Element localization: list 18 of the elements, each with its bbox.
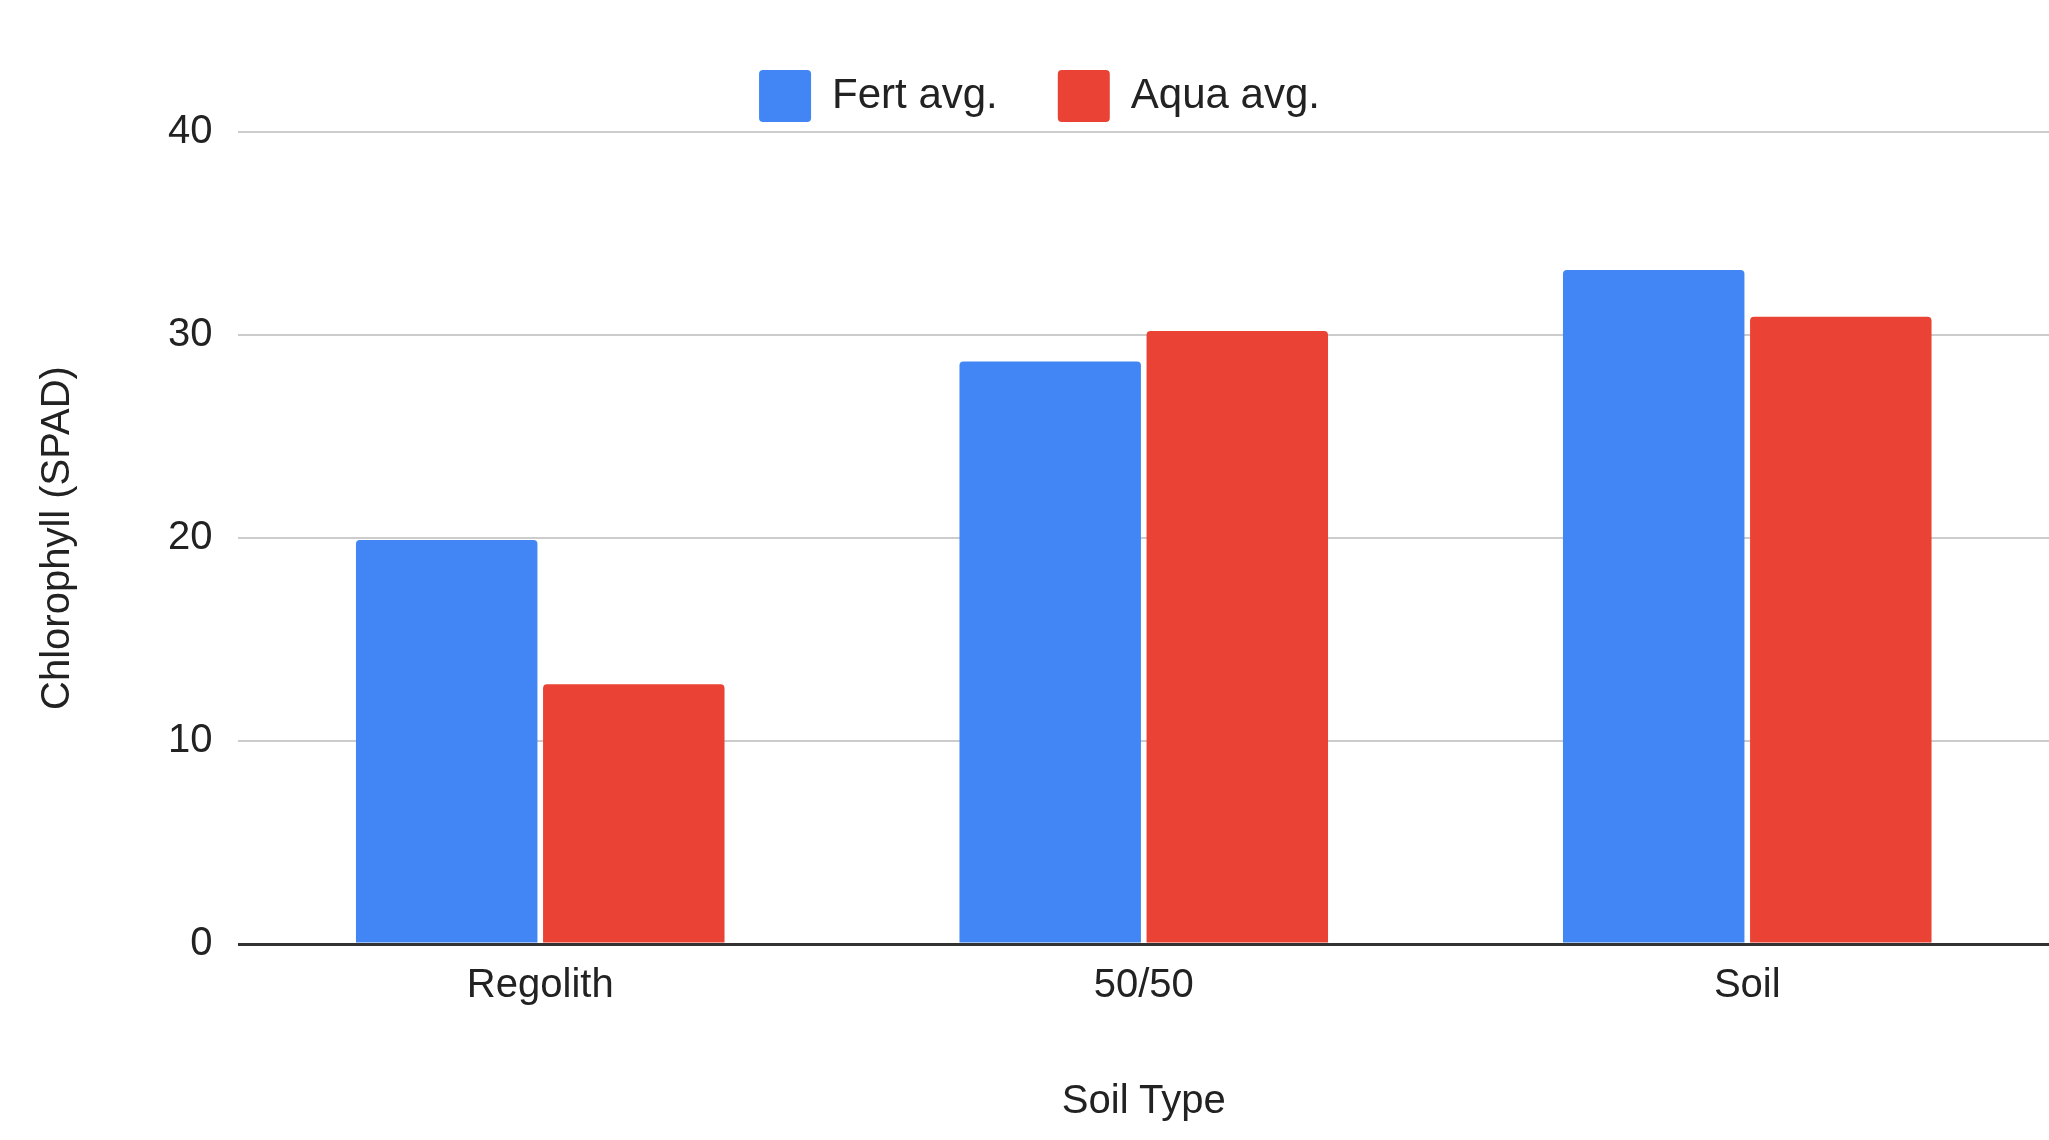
legend-label: Aqua avg.: [1130, 69, 1320, 117]
bar: [1562, 270, 1745, 943]
bar: [543, 684, 725, 943]
y-tick-label: 20: [167, 513, 213, 558]
x-tick-label: Soil: [1713, 961, 1781, 1006]
y-tick-label: 40: [167, 107, 213, 152]
y-tick-label: 0: [190, 919, 213, 964]
x-axis-title: Soil Type: [1061, 1077, 1226, 1122]
bar: [1146, 330, 1329, 943]
y-axis-title: Chlorophyll (SPAD): [33, 366, 78, 710]
bar: [959, 361, 1141, 943]
bar: [1750, 316, 1932, 943]
y-tick-label: 10: [167, 716, 213, 761]
legend-label: Fert avg.: [832, 69, 998, 117]
x-tick-label: 50/50: [1093, 961, 1194, 1006]
y-tick-label: 30: [167, 310, 213, 355]
x-tick-label: Regolith: [466, 961, 614, 1006]
bar: [355, 540, 538, 943]
